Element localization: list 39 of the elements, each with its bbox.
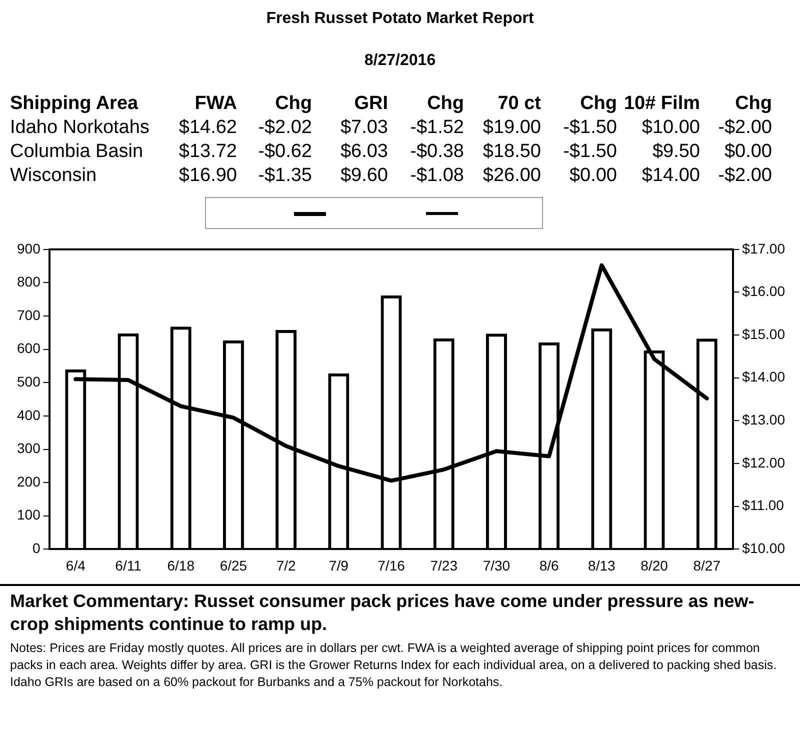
x-tick-label: 6/25 [220, 557, 248, 574]
text: Wisconsin $16.90 -$1.35 $9.60 -$1.08 $26.00 $0.00 $14.00 -$2.00 [10, 165, 772, 186]
y-tick-label: 700 [17, 306, 41, 323]
y2-tick-label: $14.00 [742, 368, 786, 385]
y2-tick-label: $12.00 [742, 454, 786, 470]
y-tick-label: 200 [17, 473, 41, 490]
x-tick-label: 7/30 [482, 557, 510, 574]
y-tick-label: 300 [17, 440, 41, 456]
y-tick-label: 400 [17, 406, 41, 423]
x-tick-label: 7/16 [378, 557, 406, 574]
x-tick-label: 7/23 [430, 557, 458, 574]
x-tick-label: 6/18 [167, 557, 195, 574]
y-tick-label: 100 [17, 506, 41, 523]
text: Idaho Norkotahs $14.62 -$2.02 $7.03 -$1.52 $19.00 -$1.50 $10.00 -$2.00 [10, 117, 772, 138]
y2-tick-label: $11.00 [742, 497, 784, 514]
y-tick-label: 800 [17, 274, 41, 290]
y2-tick-label: $10.00 [742, 540, 786, 556]
y2-tick-label: $16.00 [742, 283, 786, 300]
y2-tick-label: $17.00 [742, 240, 786, 256]
y-tick-label: 0 [32, 540, 41, 556]
y-tick-label: 600 [17, 340, 41, 356]
y2-tick-label: $13.00 [742, 412, 786, 428]
y2-tick-label: $15.00 [742, 326, 786, 342]
text: Market Commentary: Russet consumer pack prices have come under pressure as new-crop shipments continue to ramp up. [10, 590, 756, 636]
chart-title: Fresh Russet Potato Market Report [265, 10, 535, 28]
x-tick-label: 8/27 [693, 557, 721, 574]
x-tick-label: 6/4 [66, 557, 86, 574]
x-tick-label: 8/13 [588, 557, 616, 574]
text: Notes: Prices are Friday mostly quotes. All prices are in dollars per cwt. FWA is a weighted average of shipping point prices for common packs in each area. Weights differ by area. GRI is the Grower Returns Index for each individual area, on a delivered to packing shed basis. Idaho GRIs are based on a 60% packout for Burbanks and a 75% packout for Norkotahs. [10, 640, 778, 691]
y-tick-label: 500 [17, 374, 41, 390]
chart-subtitle: 8/27/2016 [363, 52, 437, 70]
y-tick-label: 900 [17, 240, 41, 256]
x-tick-label: 8/20 [640, 557, 668, 574]
x-tick-label: 6/11 [115, 557, 142, 574]
x-tick-label: 8/6 [539, 557, 560, 574]
x-tick-label: 7/9 [328, 557, 349, 574]
x-tick-label: 7/2 [276, 557, 296, 574]
text: Columbia Basin $13.72 -$0.62 $6.03 -$0.38 $18.50 -$1.50 $9.50 $0.00 [10, 141, 772, 162]
text: Shipping Area FWA Chg GRI Chg 70 ct Chg 10# Film Chg [10, 93, 772, 114]
